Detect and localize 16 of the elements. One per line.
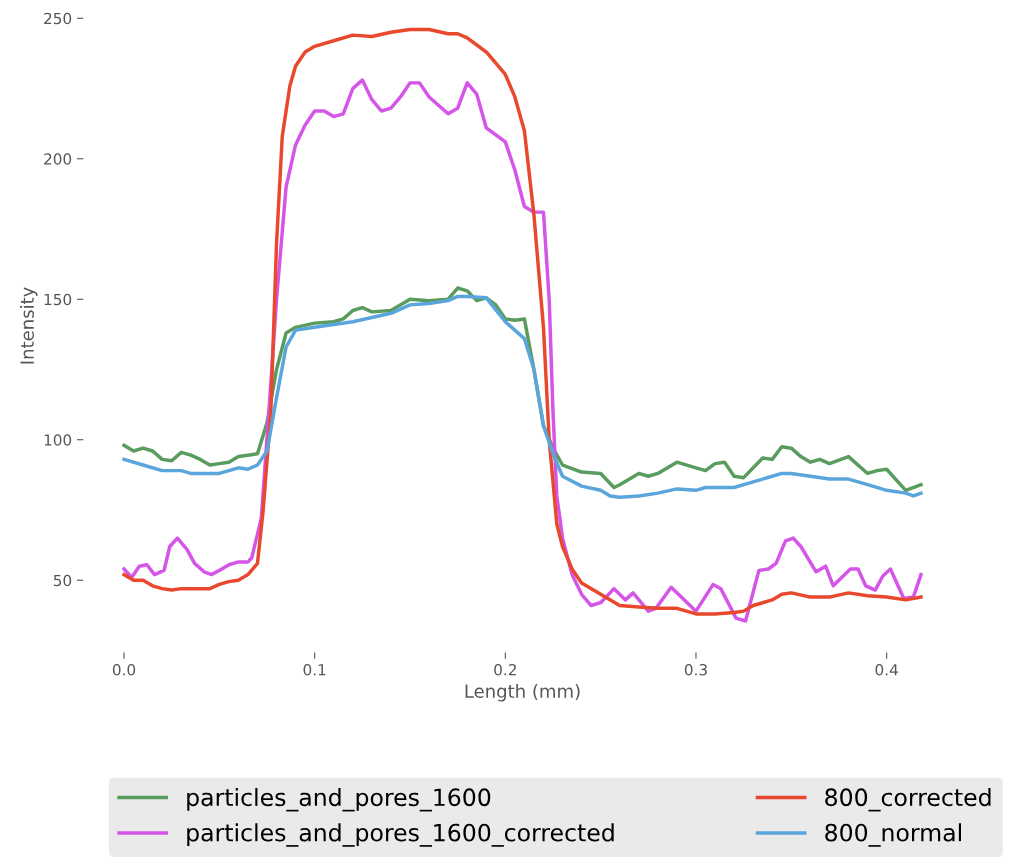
legend-label: 800_corrected xyxy=(825,787,991,812)
legend-label: particles_and_pores_1600_corrected xyxy=(187,823,614,847)
x-axis-title: Length (mm) xyxy=(465,684,580,702)
y-tick-label: 250 xyxy=(44,12,72,25)
legend-label: particles_and_pores_1600 xyxy=(187,787,491,812)
x-tick-label: 0.3 xyxy=(684,663,707,676)
y-tick-label: 200 xyxy=(44,153,72,165)
y-tick-label: 150 xyxy=(44,293,72,306)
x-tick-label: 0.1 xyxy=(303,663,326,676)
y-tick-label: 50 xyxy=(53,574,72,587)
legend-label: 800_normal xyxy=(825,823,961,847)
x-tick-label: 0.0 xyxy=(112,663,136,676)
x-tick-label: 0.4 xyxy=(875,663,898,676)
x-tick-label: 0.2 xyxy=(494,663,516,676)
y-axis-title: Intensity xyxy=(19,287,38,364)
y-tick-label: 100 xyxy=(44,434,72,446)
